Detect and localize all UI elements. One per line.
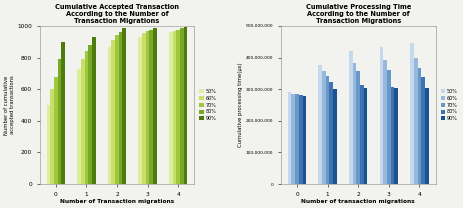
- Bar: [150, 30, 153, 184]
- Bar: [333, 89, 337, 184]
- Bar: [414, 58, 418, 184]
- Bar: [302, 96, 306, 184]
- Bar: [383, 60, 387, 184]
- Bar: [77, 69, 81, 184]
- Bar: [295, 94, 299, 184]
- Bar: [180, 28, 184, 184]
- Bar: [108, 47, 112, 184]
- Bar: [322, 71, 326, 184]
- Bar: [421, 77, 425, 184]
- Bar: [112, 40, 115, 184]
- Bar: [138, 37, 142, 184]
- Bar: [173, 31, 176, 184]
- Bar: [81, 59, 85, 184]
- Bar: [184, 27, 188, 184]
- Bar: [47, 105, 50, 184]
- Bar: [176, 30, 180, 184]
- X-axis label: Number of transaction migrations: Number of transaction migrations: [301, 199, 415, 204]
- Bar: [169, 32, 173, 184]
- Bar: [85, 51, 88, 184]
- Title: Cumulative Accepted Transaction
According to the Number of
Transaction Migration: Cumulative Accepted Transaction Accordin…: [55, 4, 179, 24]
- Bar: [387, 70, 391, 184]
- Bar: [410, 43, 414, 184]
- Bar: [292, 94, 295, 184]
- Bar: [288, 92, 292, 184]
- Bar: [146, 31, 150, 184]
- Bar: [360, 85, 364, 184]
- Bar: [391, 87, 394, 184]
- Bar: [380, 47, 383, 184]
- Bar: [357, 72, 360, 184]
- Legend: 50%, 60%, 70%, 80%, 90%: 50%, 60%, 70%, 80%, 90%: [198, 88, 218, 122]
- Y-axis label: Number of cumulative
accepted transactions: Number of cumulative accepted transactio…: [4, 76, 15, 135]
- Title: Cumulative Processing Time
According to the Number of
Transaction Migrations: Cumulative Processing Time According to …: [306, 4, 411, 24]
- Bar: [54, 77, 57, 184]
- Bar: [123, 27, 126, 184]
- X-axis label: Number of Transaction migrations: Number of Transaction migrations: [60, 199, 174, 204]
- Bar: [142, 33, 146, 184]
- Bar: [50, 89, 54, 184]
- Legend: 50%, 60%, 70%, 80%, 90%: 50%, 60%, 70%, 80%, 90%: [439, 88, 459, 122]
- Bar: [153, 27, 157, 184]
- Bar: [418, 68, 421, 184]
- Bar: [57, 59, 61, 184]
- Bar: [88, 45, 92, 184]
- Bar: [353, 63, 357, 184]
- Bar: [394, 88, 398, 184]
- Bar: [299, 95, 302, 184]
- Bar: [326, 76, 330, 184]
- Bar: [115, 35, 119, 184]
- Bar: [330, 82, 333, 184]
- Bar: [92, 37, 95, 184]
- Bar: [119, 32, 123, 184]
- Bar: [364, 88, 368, 184]
- Bar: [61, 42, 65, 184]
- Bar: [319, 66, 322, 184]
- Bar: [425, 88, 429, 184]
- Bar: [349, 51, 353, 184]
- Y-axis label: Cumulative processing time(μs): Cumulative processing time(μs): [238, 63, 244, 147]
